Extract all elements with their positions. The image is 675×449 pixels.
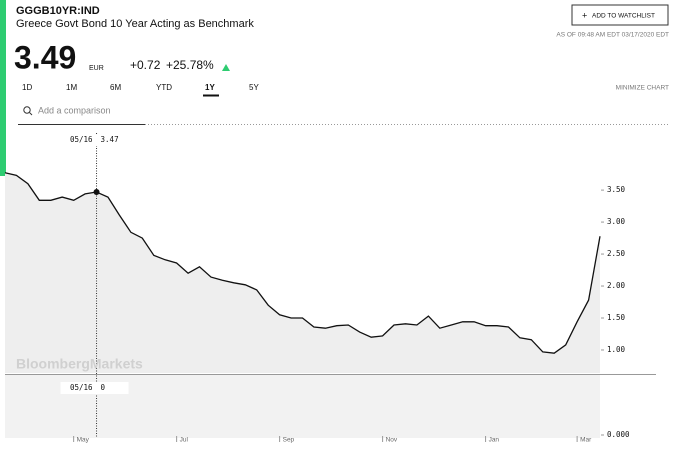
- change-pct: +25.78%: [166, 58, 214, 72]
- x-tick-label: Mar: [580, 437, 592, 444]
- button-label: ADD TO WATCHLIST: [592, 13, 655, 20]
- y-tick-label: 2.50: [607, 249, 626, 258]
- x-tick-label: Nov: [386, 437, 398, 444]
- price-line: [4, 172, 601, 354]
- price: 3.49: [14, 39, 76, 75]
- security-name: Greece Govt Bond 10 Year Acting as Bench…: [16, 18, 254, 30]
- range-tab[interactable]: 1D: [22, 83, 32, 92]
- range-tab[interactable]: 1M: [66, 83, 77, 92]
- watchlist-button[interactable]: + ADD TO WATCHLIST: [571, 4, 669, 26]
- y-tick-label: 1.50: [607, 313, 626, 322]
- search-icon-handle: [29, 112, 33, 116]
- hover-dot: [93, 189, 100, 196]
- button-frame: [571, 4, 669, 26]
- volume-tick-label: 0.000: [607, 430, 630, 439]
- range-tabs: 1D 1M 6M YTD 1Y 5Y: [22, 83, 259, 97]
- ticker: GGGB10YR:IND: [16, 5, 100, 17]
- x-tick-label: May: [77, 437, 90, 444]
- as-of: AS OF 09:48 AM EDT 03/17/2020 EDT: [556, 32, 669, 39]
- hover-value: 0: [101, 383, 106, 392]
- y-tick-label: 3.00: [607, 217, 626, 226]
- search-icon: [23, 106, 31, 114]
- range-tab[interactable]: 6M: [110, 83, 121, 92]
- x-tick-label: Jul: [180, 437, 189, 444]
- hover-date: 05/16: [70, 135, 93, 144]
- y-tick-label: 1.00: [607, 345, 626, 354]
- chart: 1.00 1.50 2.00 2.50 3.00 3.50 0.000 May Jul Sep No…: [4, 133, 630, 444]
- plus-icon: +: [582, 10, 587, 20]
- minimize[interactable]: MINIMIZE CHART: [616, 85, 669, 92]
- x-tick-label: Sep: [283, 437, 295, 444]
- x-tick-label: Jan: [489, 437, 500, 444]
- range-tab[interactable]: 5Y: [249, 83, 259, 92]
- y-tick-label: 3.50: [607, 185, 626, 194]
- hover-date: 05/16: [70, 383, 93, 392]
- hover-value: 3.47: [101, 135, 119, 144]
- currency: EUR: [89, 65, 104, 72]
- y-tick-label: 2.00: [607, 281, 626, 290]
- hover-label-box: [60, 134, 129, 146]
- up-arrow: [222, 64, 230, 71]
- search-input[interactable]: Add a comparison: [38, 105, 111, 115]
- area-fill: [5, 172, 600, 373]
- accent-bar: [0, 0, 6, 176]
- hover-label-box: [60, 382, 129, 394]
- range-tab[interactable]: 1Y: [205, 83, 215, 92]
- range-tab[interactable]: YTD: [156, 83, 172, 92]
- change: +0.72: [130, 58, 161, 72]
- watermark: BloombergMarkets: [16, 356, 143, 372]
